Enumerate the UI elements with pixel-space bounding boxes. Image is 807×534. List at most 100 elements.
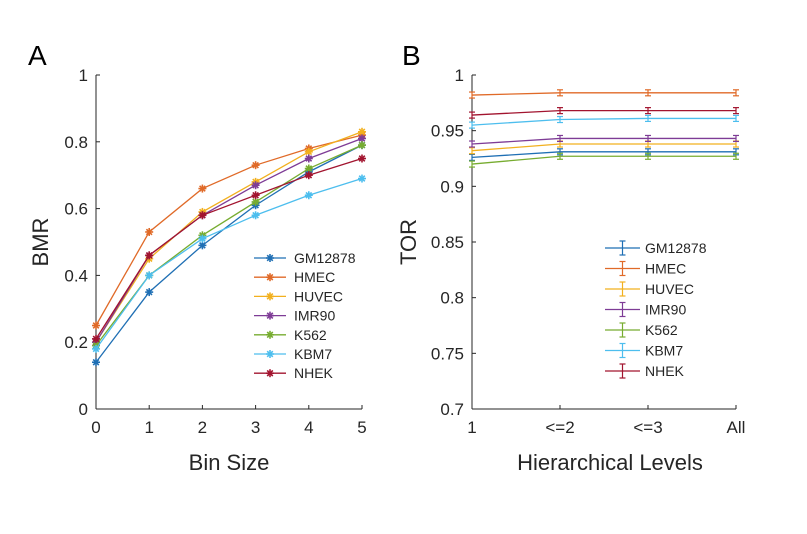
y-axis-label: BMR (28, 218, 53, 267)
series-line (471, 137, 736, 145)
series-line (95, 131, 363, 343)
series-k562 (469, 152, 739, 168)
y-axis-label: TOR (396, 219, 421, 265)
x-tick-label: 1 (144, 418, 153, 437)
series-hmec (469, 89, 739, 99)
series-imr90 (469, 134, 739, 148)
legend-label: KBM7 (645, 343, 683, 359)
legend-item-imr90: IMR90 (605, 302, 686, 318)
data-point (92, 344, 100, 353)
data-point (251, 181, 260, 190)
y-tick-label: 0.7 (440, 400, 464, 419)
series-gm12878 (469, 148, 739, 161)
legend-item-huvec: HUVEC (605, 281, 694, 297)
data-point (358, 174, 366, 183)
data-point (557, 89, 563, 97)
data-point (469, 140, 475, 148)
data-point (557, 134, 563, 143)
data-point (733, 89, 739, 97)
data-point (645, 89, 651, 97)
series-line (471, 155, 736, 165)
x-axis-label: Hierarchical Levels (517, 450, 703, 475)
series-line (471, 117, 736, 126)
legend: GM12878 HMEC HUVEC IMR90 K562 KBM7 NHEK (605, 240, 707, 379)
y-tick-label: 1 (79, 66, 88, 85)
x-tick-label: 3 (251, 418, 260, 437)
data-point (358, 134, 366, 143)
legend-item-gm12878: GM12878 (605, 240, 707, 256)
data-point (198, 234, 207, 243)
data-point (557, 152, 563, 160)
data-point (645, 134, 651, 143)
x-tick-label: <=3 (633, 418, 662, 437)
legend-item-nhek: NHEK (254, 365, 334, 381)
legend-item-hmec: HMEC (254, 269, 335, 285)
y-tick-label: 1 (455, 66, 464, 85)
data-point (304, 171, 313, 180)
x-axis-label: Bin Size (189, 450, 270, 475)
x-tick-label: 5 (357, 418, 366, 437)
data-point (358, 154, 366, 163)
y-tick-label: 0.4 (64, 266, 88, 285)
data-point (145, 288, 154, 297)
y-tick-label: 0.6 (64, 200, 88, 219)
data-point (251, 211, 260, 220)
data-point (304, 154, 313, 163)
data-point (145, 251, 154, 260)
data-point (645, 107, 651, 115)
y-tick-label: 0 (79, 400, 88, 419)
data-point (645, 152, 651, 160)
x-tick-label: 1 (467, 418, 476, 437)
legend-label: NHEK (645, 363, 685, 379)
series-line (471, 109, 736, 116)
series-line (95, 177, 363, 350)
data-point (733, 114, 739, 123)
data-point (733, 107, 739, 115)
x-tick-label: 2 (198, 418, 207, 437)
legend-label: HUVEC (294, 288, 343, 304)
x-tick-label: 0 (91, 418, 100, 437)
data-point (198, 241, 207, 250)
data-point (469, 147, 475, 155)
data-point (733, 134, 739, 143)
legend-item-k562: K562 (605, 322, 678, 338)
legend-label: GM12878 (294, 250, 356, 266)
legend-label: KBM7 (294, 346, 332, 362)
legend-item-gm12878: GM12878 (254, 250, 356, 266)
y-tick-label: 0.75 (431, 344, 464, 363)
y-tick-label: 0.85 (431, 233, 464, 252)
series-kbm7 (92, 174, 366, 353)
panel-a: A 0 0.2 0.4 0.6 0.8 1 0 1 2 3 4 5 Bin Size BMR GM12878 H… (28, 40, 367, 475)
y-tick-label: 0.8 (440, 289, 464, 308)
data-point (92, 358, 100, 367)
legend-label: IMR90 (645, 302, 686, 318)
data-point (145, 227, 154, 236)
legend-item-huvec: HUVEC (254, 288, 343, 304)
legend-label: K562 (645, 322, 678, 338)
x-tick-label: All (727, 418, 746, 437)
legend-item-kbm7: KBM7 (254, 346, 332, 362)
data-point (251, 191, 260, 200)
legend-item-kbm7: KBM7 (605, 343, 683, 359)
legend-label: HUVEC (645, 281, 694, 297)
series-nhek (469, 107, 739, 119)
series-nhek (92, 154, 366, 343)
data-point (92, 321, 100, 330)
legend-item-imr90: IMR90 (254, 308, 335, 324)
data-point (198, 211, 207, 220)
data-point (469, 153, 475, 161)
data-point (251, 197, 260, 206)
series-line (95, 157, 363, 340)
data-point (469, 121, 475, 129)
legend-item-hmec: HMEC (605, 261, 686, 277)
series-line (471, 143, 736, 152)
data-point (645, 114, 651, 123)
legend-label: K562 (294, 327, 327, 343)
data-point (145, 271, 154, 280)
x-tick-label: 4 (304, 418, 313, 437)
y-tick-label: 0.2 (64, 333, 88, 352)
data-point (251, 161, 260, 170)
panel-letter: B (402, 40, 421, 71)
data-point (733, 152, 739, 160)
